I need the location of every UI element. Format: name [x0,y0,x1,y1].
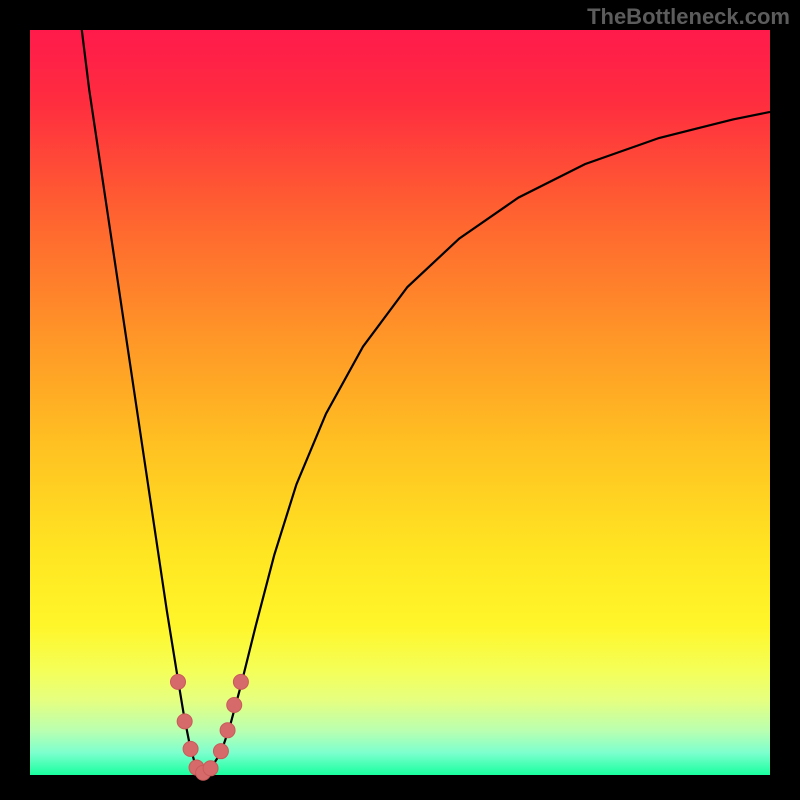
marker-dot [213,744,228,759]
plot-area [30,30,770,775]
marker-layer [30,30,770,775]
marker-dot [220,723,235,738]
watermark-text: TheBottleneck.com [587,4,790,30]
marker-dot [183,741,198,756]
chart-frame: TheBottleneck.com [0,0,800,800]
marker-dot [203,761,218,776]
marker-dot [233,674,248,689]
marker-dot [227,697,242,712]
marker-dot [177,714,192,729]
marker-dot [171,674,186,689]
